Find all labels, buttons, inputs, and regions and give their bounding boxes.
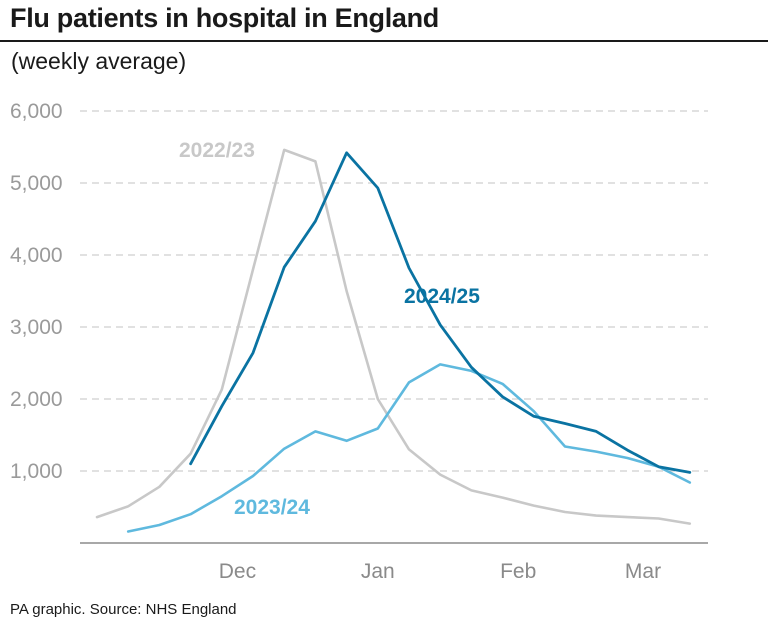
y-tick-label: 5,000 bbox=[10, 172, 63, 195]
series-label-2024-25: 2024/25 bbox=[404, 285, 480, 308]
y-tick-label: 3,000 bbox=[10, 316, 63, 339]
x-tick-label: Mar bbox=[625, 560, 661, 583]
chart-subtitle: (weekly average) bbox=[11, 48, 187, 74]
y-tick-label: 2,000 bbox=[10, 388, 63, 411]
x-tick-label: Dec bbox=[219, 560, 256, 583]
series-line-2023-24 bbox=[126, 363, 692, 533]
series-line-2024-25 bbox=[189, 151, 692, 474]
x-tick-label: Jan bbox=[361, 560, 395, 583]
series-label-2022-23: 2022/23 bbox=[179, 139, 255, 162]
y-tick-label: 6,000 bbox=[10, 100, 63, 123]
x-tick-label: Feb bbox=[500, 560, 536, 583]
y-tick-label: 1,000 bbox=[10, 460, 63, 483]
series-line-2022-23 bbox=[95, 148, 692, 525]
chart-title: Flu patients in hospital in England bbox=[10, 3, 440, 33]
y-tick-label: 4,000 bbox=[10, 244, 63, 267]
source-note: PA graphic. Source: NHS England bbox=[10, 601, 237, 618]
series-label-2023-24: 2023/24 bbox=[234, 496, 310, 519]
title-rule bbox=[0, 40, 768, 42]
